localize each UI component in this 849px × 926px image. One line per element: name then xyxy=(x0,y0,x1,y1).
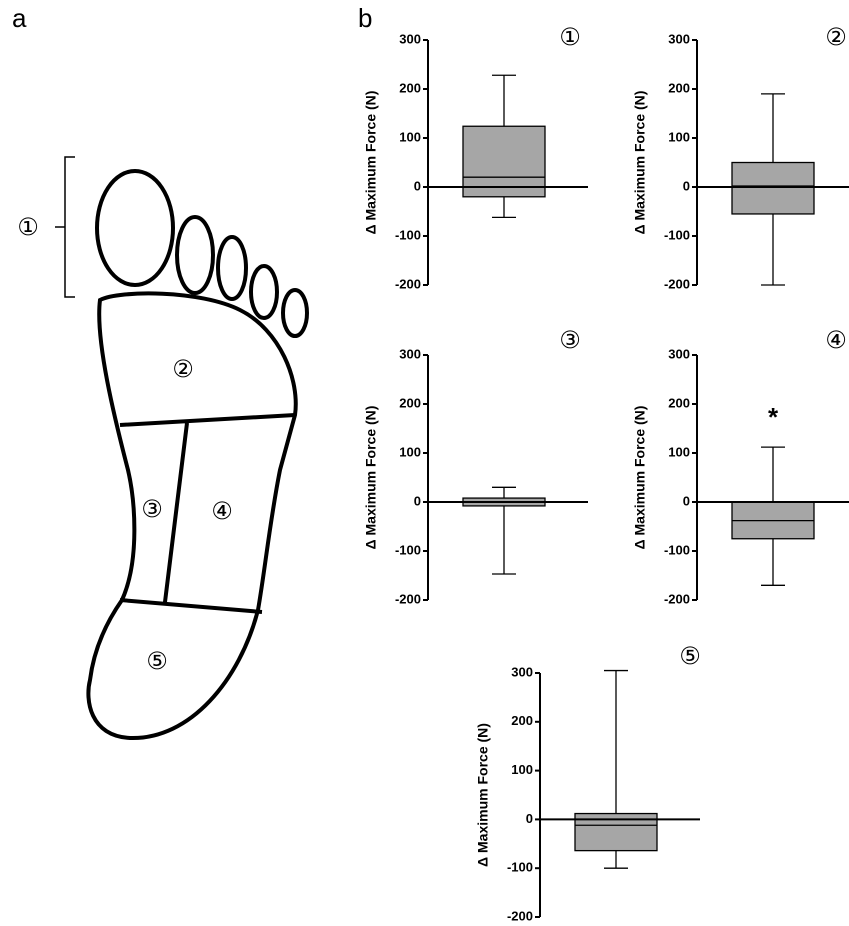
box xyxy=(732,163,814,214)
region-label: ④ xyxy=(211,497,233,525)
region-label: ⑤ xyxy=(146,647,168,675)
panel-label: b xyxy=(358,3,372,33)
y-tick-label: 300 xyxy=(511,664,533,679)
y-axis-label: Δ Maximum Force (N) xyxy=(632,406,648,550)
box-plot: ④ Δ Maximum Force (N) -200 -100 0 100 200 300 * xyxy=(632,326,849,606)
y-tick-label: 0 xyxy=(683,493,690,508)
y-axis-label: Δ Maximum Force (N) xyxy=(632,91,648,235)
y-tick-label: -100 xyxy=(507,860,533,875)
y-tick-label: -200 xyxy=(395,276,421,291)
y-tick-label: 200 xyxy=(668,395,690,410)
y-tick-label: 200 xyxy=(399,395,421,410)
y-tick-label: 200 xyxy=(668,80,690,95)
y-tick-label: -100 xyxy=(664,542,690,557)
toe xyxy=(283,290,307,336)
chart-title: ② xyxy=(825,23,847,51)
box-plot: ② Δ Maximum Force (N) -200 -100 0 100 200 300 xyxy=(632,23,849,291)
box-plot: ③ Δ Maximum Force (N) -200 -100 0 100 200 300 xyxy=(363,326,588,606)
y-tick-label: 0 xyxy=(526,811,533,826)
panel-label: a xyxy=(12,3,27,33)
y-tick-label: -200 xyxy=(395,591,421,606)
y-axis-label: Δ Maximum Force (N) xyxy=(363,406,379,550)
y-tick-label: 300 xyxy=(668,31,690,46)
toe xyxy=(251,266,277,318)
y-tick-label: -100 xyxy=(664,227,690,242)
y-tick-label: 0 xyxy=(414,178,421,193)
y-tick-label: 300 xyxy=(668,346,690,361)
y-tick-label: -100 xyxy=(395,542,421,557)
y-tick-label: 200 xyxy=(399,80,421,95)
chart-title: ③ xyxy=(559,326,581,354)
chart-title: ④ xyxy=(825,326,847,354)
y-tick-label: -200 xyxy=(507,908,533,923)
y-tick-label: 100 xyxy=(399,129,421,144)
y-tick-label: -200 xyxy=(664,591,690,606)
chart-title: ⑤ xyxy=(679,642,701,670)
box-plot: ① Δ Maximum Force (N) -200 -100 0 100 200 300 xyxy=(363,23,588,291)
toe xyxy=(97,171,173,285)
y-tick-label: 100 xyxy=(511,762,533,777)
y-axis-label: Δ Maximum Force (N) xyxy=(475,723,491,867)
y-tick-label: 0 xyxy=(414,493,421,508)
y-tick-label: 0 xyxy=(683,178,690,193)
region-label: ③ xyxy=(141,495,163,523)
chart-title: ① xyxy=(559,23,581,51)
y-tick-label: 300 xyxy=(399,346,421,361)
box-plot: ⑤ Δ Maximum Force (N) -200 -100 0 100 200 300 xyxy=(475,642,701,923)
toe xyxy=(177,217,213,293)
foot-diagram: ① ② ③ ④ ⑤ xyxy=(17,157,307,738)
y-axis-label: Δ Maximum Force (N) xyxy=(363,91,379,235)
figure: a b ① ② ③ ④ ⑤ ① Δ Maximum Force (N) -200 -1… xyxy=(0,0,849,926)
annotation: * xyxy=(768,402,779,432)
y-tick-label: 100 xyxy=(668,129,690,144)
y-tick-label: 300 xyxy=(399,31,421,46)
toe xyxy=(218,237,246,299)
bracket xyxy=(55,157,75,297)
y-tick-label: 100 xyxy=(668,444,690,459)
y-tick-label: -100 xyxy=(395,227,421,242)
y-tick-label: 100 xyxy=(399,444,421,459)
region-label: ① xyxy=(17,213,39,241)
y-tick-label: 200 xyxy=(511,713,533,728)
region-label: ② xyxy=(172,355,194,383)
y-tick-label: -200 xyxy=(664,276,690,291)
